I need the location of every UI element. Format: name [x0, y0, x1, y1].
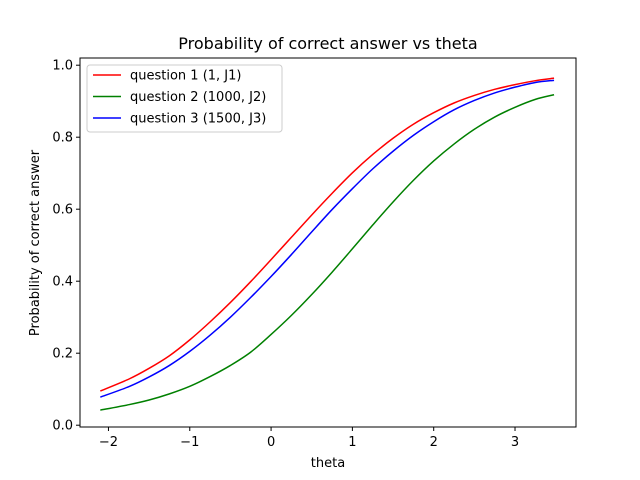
- y-tick-label: 0.0: [52, 419, 73, 434]
- legend-box: [86, 64, 283, 133]
- series-line-3: [100, 79, 555, 398]
- y-tick-label: 1.0: [52, 59, 73, 74]
- legend: question 1 (1, J1) question 2 (1000, J2) q…: [86, 64, 283, 133]
- series-line-2: [100, 93, 555, 411]
- y-axis-label: Probability of correct answer: [28, 149, 43, 336]
- legend-label-1: question 1 (1, J1): [130, 69, 241, 84]
- x-tick-label: 1: [348, 435, 356, 450]
- plot-area: [100, 77, 555, 411]
- series-line-1: [100, 77, 555, 392]
- legend-label-2: question 2 (1000, J2): [130, 90, 266, 105]
- x-tick-label: 3: [511, 435, 519, 450]
- y-tick-label: 0.4: [52, 275, 73, 290]
- x-tick-label: −1: [180, 435, 199, 450]
- x-tick-label: −2: [99, 435, 118, 450]
- x-axis-label: theta: [311, 456, 345, 471]
- legend-label-3: question 3 (1500, J3): [130, 112, 266, 127]
- y-tick-label: 0.8: [52, 131, 73, 146]
- chart-title: Probability of correct answer vs theta: [178, 34, 477, 53]
- y-tick-label: 0.6: [52, 203, 73, 218]
- y-tick-label: 0.2: [52, 347, 73, 362]
- x-tick-label: 0: [267, 435, 275, 450]
- x-tick-label: 2: [430, 435, 438, 450]
- axis-ticks: −2 −1 0 1 2 3 0.0 0.2 0.4 0.6 0.8 1.0: [52, 59, 519, 450]
- plot-frame: [79, 57, 577, 428]
